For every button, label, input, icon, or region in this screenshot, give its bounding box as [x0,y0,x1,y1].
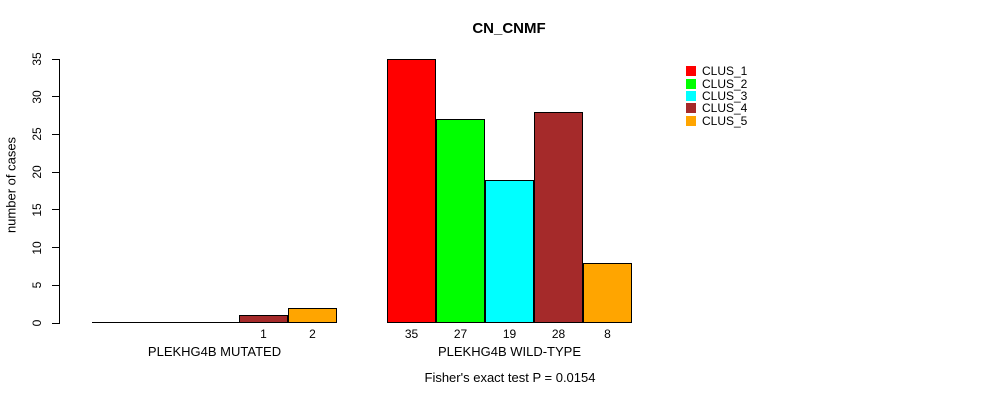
legend-label: CLUS_5 [702,113,748,128]
y-tick-label: 10 [30,240,44,255]
chart-title: CN_CNMF [472,20,546,37]
y-tick-label: 20 [30,165,44,179]
zero-height-bar [141,322,190,323]
bar [387,59,436,323]
bar-value-label: 19 [502,327,517,341]
zero-height-bar [190,322,239,323]
y-tick-label: 0 [30,319,44,327]
y-tick [52,171,59,173]
bar [288,308,337,323]
y-tick-label: 15 [30,203,44,217]
bar-value-label: 28 [551,327,566,341]
bar [583,263,632,323]
group-label: PLEKHG4B MUTATED [147,344,282,359]
y-tick [52,209,59,211]
y-tick [52,322,59,324]
legend-label: CLUS_3 [702,88,748,103]
legend-swatch [686,66,696,77]
zero-height-bar [92,322,141,323]
y-tick [52,133,59,135]
bar [485,180,534,323]
bar [436,119,485,323]
bar-value-label: 8 [604,327,611,341]
y-tick-label: 5 [30,281,44,289]
y-axis-line [59,59,60,324]
y-tick [52,96,59,98]
y-tick-label: 35 [30,52,44,66]
y-tick [52,284,59,286]
legend-swatch [686,78,696,89]
y-tick [52,247,59,249]
y-tick-label: 25 [30,127,44,142]
y-tick [52,58,59,60]
legend-label: CLUS_2 [702,76,748,91]
legend-item: CLUS_5 [686,113,748,128]
legend-label: CLUS_4 [702,101,748,116]
legend-item: CLUS_2 [686,76,748,91]
legend-swatch [686,90,696,101]
y-tick-label: 30 [30,90,44,104]
legend-item: CLUS_3 [686,88,748,103]
bar-value-label: 35 [404,327,419,341]
group-label: PLEKHG4B WILD-TYPE [437,344,582,359]
bar-value-label: 2 [309,327,316,341]
legend-item: CLUS_1 [686,64,748,79]
legend-swatch [686,115,696,126]
legend-swatch [686,103,696,114]
bar [239,315,288,323]
y-axis-label: number of cases [3,136,19,234]
bar [534,112,583,323]
legend-item: CLUS_4 [686,101,748,116]
legend: CLUS_1 CLUS_2 CLUS_3 CLUS_4 CLUS_5 [686,64,748,128]
legend-label: CLUS_1 [702,64,748,79]
bar-value-label: 1 [260,327,267,341]
annotation-text: Fisher's exact test P = 0.0154 [424,370,596,385]
bar-value-label: 27 [453,327,468,341]
